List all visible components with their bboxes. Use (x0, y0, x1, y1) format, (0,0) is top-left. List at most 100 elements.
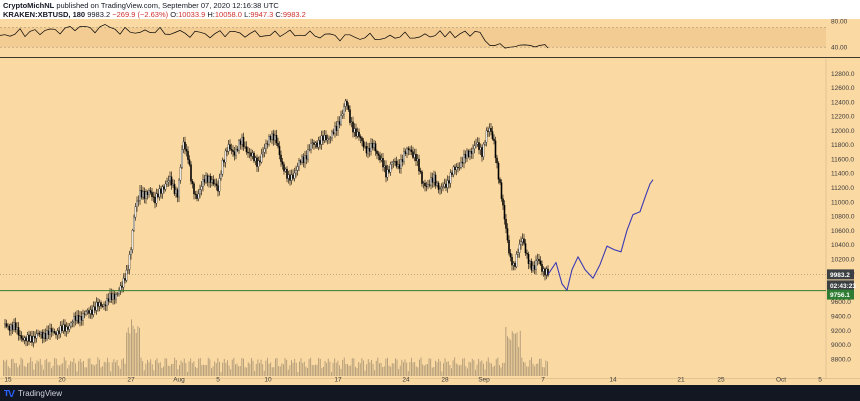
volume-bar (161, 367, 163, 376)
volume-bar (259, 363, 260, 376)
candle-body (461, 161, 464, 164)
volume-bar (39, 359, 41, 376)
footer-brand[interactable]: TradingView (18, 389, 63, 398)
candle-body (211, 179, 213, 183)
volume-bar (86, 367, 88, 376)
candle-body (392, 161, 395, 163)
candle-body (350, 121, 353, 123)
volume-bar (174, 357, 176, 376)
candle-body (298, 160, 300, 167)
volume-bar (337, 360, 339, 376)
candle-body (517, 252, 519, 255)
candle-body (25, 337, 27, 342)
volume-bar (84, 367, 86, 376)
volume-bar (534, 366, 536, 376)
volume-bar (308, 359, 310, 376)
volume-bar (473, 360, 475, 376)
candle-body (271, 133, 273, 140)
candle-body (125, 269, 128, 281)
candle-body (334, 125, 336, 134)
author-name[interactable]: CryptoMichNL (3, 1, 55, 10)
high-value: 10058.0 (214, 10, 242, 19)
price-tick-label: 11000.0 (831, 199, 854, 206)
candle-body (415, 153, 417, 162)
candle-body (290, 174, 293, 181)
candle-body (311, 142, 314, 144)
volume-bar (367, 359, 369, 376)
candle-body (161, 186, 164, 194)
candle-body (43, 332, 45, 339)
volume-bar (127, 327, 129, 376)
volume-bar (310, 357, 312, 376)
candle-body (272, 133, 275, 141)
volume-bar (228, 365, 230, 376)
time-tick-label: 17 (334, 377, 342, 384)
candle-body (385, 165, 387, 178)
volume-bar (430, 358, 432, 376)
volume-bar (439, 361, 441, 376)
volume-bar (183, 358, 185, 376)
volume-bars (3, 319, 548, 376)
volume-bar (481, 360, 483, 376)
volume-bar (199, 358, 201, 376)
candle-body (268, 136, 270, 145)
volume-bar (203, 364, 204, 376)
volume-bar (124, 363, 126, 376)
volume-bar (419, 359, 420, 376)
volume-bar (449, 365, 451, 376)
candle-body (193, 183, 195, 195)
close-label: C: (275, 10, 283, 19)
tradingview-logo-icon[interactable] (4, 389, 15, 397)
candle-body (269, 136, 272, 140)
candle-body (436, 182, 438, 186)
volume-bar (100, 367, 102, 376)
volume-bar (353, 358, 355, 376)
price-chart[interactable]: 80.00 40.00 8800.0 9000.0 9200.0 9400.0 9600.0… (0, 19, 860, 385)
candle-body (446, 180, 449, 188)
volume-bar (59, 365, 60, 376)
candle-body (379, 155, 381, 161)
volume-bar (251, 358, 252, 376)
candle-body (389, 164, 392, 173)
volume-bar (76, 371, 78, 376)
candle-body (283, 164, 285, 172)
volume-bar (307, 368, 308, 376)
volume-bar (212, 366, 214, 376)
volume-bar (99, 359, 100, 376)
volume-bar (423, 365, 425, 376)
candle-body (469, 151, 471, 157)
volume-bar (107, 357, 108, 376)
candle-body (335, 125, 338, 131)
candle-body (386, 169, 389, 178)
volume-bar (399, 365, 401, 376)
symbol-name[interactable]: KRAKEN:XBTUSD, 180 (3, 10, 86, 19)
candle-body (520, 241, 522, 245)
candle-body (319, 140, 321, 145)
volume-bar (119, 368, 121, 376)
volume-bar (294, 359, 296, 376)
candle-body (203, 179, 206, 183)
candle-body (214, 183, 216, 185)
volume-bar (345, 364, 347, 376)
candle-body (496, 157, 498, 164)
candle-body (317, 140, 320, 148)
volume-bar (166, 358, 168, 376)
candle-body (457, 166, 459, 168)
volume-bar (284, 357, 286, 376)
candle-body (541, 264, 543, 272)
time-tick-label: 10 (264, 377, 272, 384)
candle-body (29, 335, 32, 342)
volume-bar (513, 333, 515, 376)
candle-body (536, 259, 539, 261)
candle-body (538, 259, 540, 261)
volume-bar (428, 358, 430, 376)
volume-bar (441, 371, 443, 376)
candle-body (310, 143, 312, 150)
candle-body (370, 143, 372, 152)
candle-body (547, 268, 549, 276)
candle-body (218, 178, 221, 192)
volume-bar (263, 370, 265, 376)
volume-bar (478, 358, 480, 376)
candle-body (16, 327, 18, 330)
candle-body (83, 313, 86, 315)
